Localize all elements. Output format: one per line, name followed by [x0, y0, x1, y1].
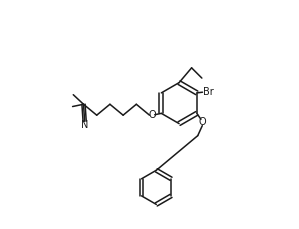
- Text: O: O: [148, 110, 156, 120]
- Text: O: O: [198, 117, 206, 128]
- Text: Br: Br: [203, 87, 214, 97]
- Text: N: N: [81, 120, 88, 131]
